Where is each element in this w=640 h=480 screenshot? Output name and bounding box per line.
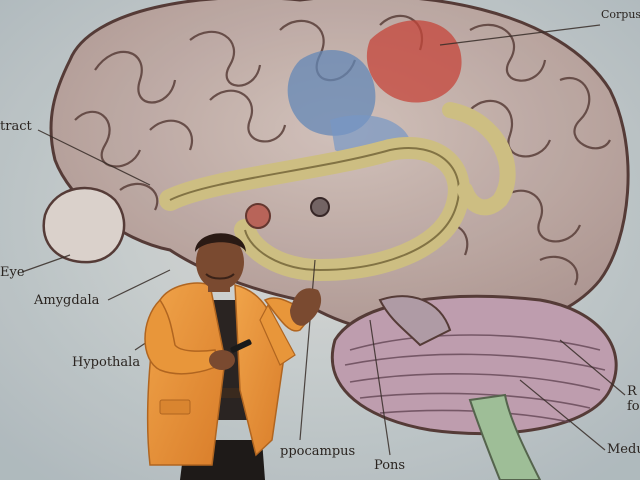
eye-illustration — [42, 186, 126, 264]
cerebellum-illustration — [330, 294, 618, 480]
presenter-figure — [144, 233, 322, 480]
label-amygdala: Amygdala — [34, 293, 100, 308]
label-tract: tract — [0, 119, 32, 134]
label-medulla: Medu — [607, 442, 640, 457]
label-hippocampus: ppocampus — [280, 444, 356, 459]
label-right-cut-1: R — [627, 384, 637, 399]
limbic-structures — [159, 102, 516, 282]
label-right-cut-2: fo — [627, 399, 640, 414]
label-corpus-callosum: Corpus callosu — [601, 8, 640, 21]
label-pons: Pons — [374, 458, 406, 473]
label-hypothalamus: Hypothala — [72, 355, 141, 370]
label-eye: Eye — [0, 265, 25, 280]
